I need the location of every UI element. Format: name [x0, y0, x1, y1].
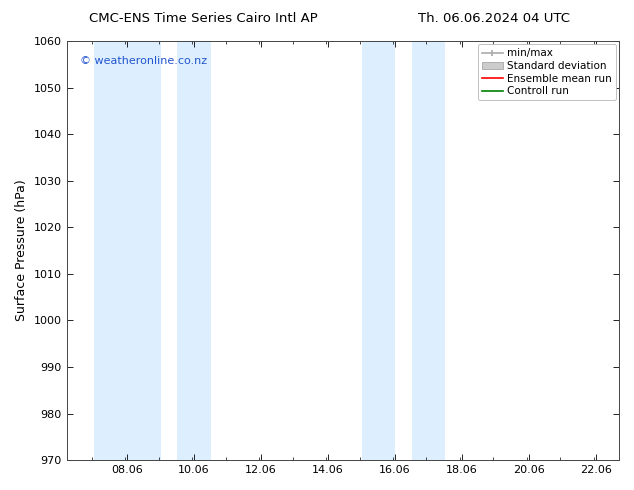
Bar: [361, 41, 395, 460]
Text: CMC-ENS Time Series Cairo Intl AP: CMC-ENS Time Series Cairo Intl AP: [89, 12, 318, 25]
Bar: [411, 41, 445, 460]
Text: © weatheronline.co.nz: © weatheronline.co.nz: [81, 56, 207, 66]
Legend: min/max, Standard deviation, Ensemble mean run, Controll run: min/max, Standard deviation, Ensemble me…: [478, 44, 616, 100]
Y-axis label: Surface Pressure (hPa): Surface Pressure (hPa): [15, 180, 28, 321]
Bar: [94, 41, 160, 460]
Text: Th. 06.06.2024 04 UTC: Th. 06.06.2024 04 UTC: [418, 12, 571, 25]
Bar: [178, 41, 211, 460]
